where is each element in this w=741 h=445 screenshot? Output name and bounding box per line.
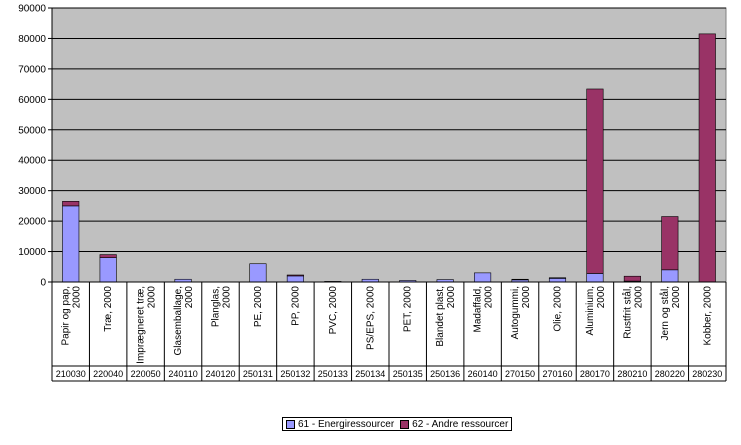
x-category-label: Papir og pap,2000 bbox=[61, 286, 83, 346]
legend-label-energy: 61 - Energiressourcer bbox=[298, 418, 395, 430]
bar-segment bbox=[586, 273, 604, 283]
category-code-label: 280170 bbox=[580, 369, 610, 379]
legend-swatch-other bbox=[400, 419, 410, 429]
category-code-label: 210030 bbox=[56, 369, 86, 379]
category-code-label: 280220 bbox=[655, 369, 685, 379]
x-category-label: Olie, 2000 bbox=[553, 286, 564, 332]
x-category-label: PS/EPS, 2000 bbox=[365, 286, 376, 350]
bar-segment bbox=[548, 277, 567, 279]
bar-segment bbox=[286, 274, 304, 277]
category-code-label: 220050 bbox=[131, 369, 161, 379]
y-tick-label: 70000 bbox=[18, 64, 46, 75]
x-category-label: Kobber, 2000 bbox=[702, 286, 713, 346]
x-category-label: Glasemballage,2000 bbox=[173, 286, 195, 356]
category-code-label: 240120 bbox=[205, 369, 235, 379]
bar-segment bbox=[661, 269, 679, 283]
bar-segment bbox=[698, 33, 716, 283]
x-category-label: Jern og stål,2000 bbox=[659, 286, 682, 341]
legend-item-other: 62 - Andre ressourcer bbox=[400, 419, 508, 430]
bar-segment bbox=[62, 205, 80, 283]
y-tick-label: 10000 bbox=[18, 247, 46, 258]
category-code-label: 280210 bbox=[617, 369, 647, 379]
y-tick-label: 50000 bbox=[18, 125, 46, 136]
bar-segment bbox=[62, 201, 80, 207]
x-category-label: Blandet plast,2000 bbox=[435, 286, 457, 347]
category-code-label: 270160 bbox=[542, 369, 572, 379]
category-code-label: 260140 bbox=[468, 369, 498, 379]
category-code-label: 250133 bbox=[318, 369, 348, 379]
y-tick-label: 40000 bbox=[18, 156, 46, 167]
bar-segment bbox=[511, 278, 529, 281]
plot-area bbox=[51, 7, 727, 283]
category-code-label: 250132 bbox=[280, 369, 310, 379]
y-tick-label: 0 bbox=[40, 278, 46, 289]
bar-segment bbox=[286, 275, 304, 283]
legend: 61 - Energiressourcer 62 - Andre ressour… bbox=[282, 417, 513, 431]
y-tick-label: 20000 bbox=[18, 217, 46, 228]
bar-segment bbox=[623, 275, 641, 282]
legend-swatch-energy bbox=[286, 419, 295, 429]
category-code-label: 250134 bbox=[355, 369, 385, 379]
x-category-label: Autogummi,2000 bbox=[510, 286, 532, 340]
legend-item-energy: 61 - Energiressourcer bbox=[286, 419, 394, 430]
x-category-label: Aluminium,2000 bbox=[585, 286, 607, 336]
x-category-label: PE, 2000 bbox=[253, 286, 264, 328]
x-category-label: PP, 2000 bbox=[290, 286, 301, 326]
legend-label-other: 62 - Andre ressourcer bbox=[412, 418, 509, 430]
category-code-label: 270150 bbox=[505, 369, 535, 379]
category-code-label: 250135 bbox=[393, 369, 423, 379]
y-tick-label: 80000 bbox=[18, 34, 46, 45]
y-tick-label: 60000 bbox=[18, 95, 46, 106]
x-category-label: PET, 2000 bbox=[403, 286, 414, 333]
category-code-label: 250136 bbox=[430, 369, 460, 379]
x-category-label: Imprægneret træ,2000 bbox=[136, 286, 158, 364]
y-tick-label: 90000 bbox=[18, 4, 46, 15]
category-code-label: 240110 bbox=[168, 369, 197, 379]
x-category-label: Rustfrit stål,2000 bbox=[621, 286, 644, 339]
bar-segment bbox=[586, 88, 604, 274]
x-category-label: Planglas,2000 bbox=[211, 286, 233, 328]
x-category-label: Madaffald,2000 bbox=[473, 286, 495, 333]
y-tick-label: 30000 bbox=[18, 186, 46, 197]
bar-segment bbox=[474, 272, 492, 283]
bar-segment bbox=[548, 278, 567, 283]
x-category-label: PVC, 2000 bbox=[328, 286, 339, 335]
category-code-label: 220040 bbox=[93, 369, 123, 379]
bar-segment bbox=[661, 216, 679, 271]
category-code-label: 280230 bbox=[692, 369, 722, 379]
bar-segment bbox=[99, 254, 117, 258]
bar-segment bbox=[249, 263, 267, 283]
bar-segment bbox=[99, 257, 117, 283]
x-category-label: Træ, 2000 bbox=[103, 286, 114, 332]
category-code-label: 250131 bbox=[243, 369, 273, 379]
